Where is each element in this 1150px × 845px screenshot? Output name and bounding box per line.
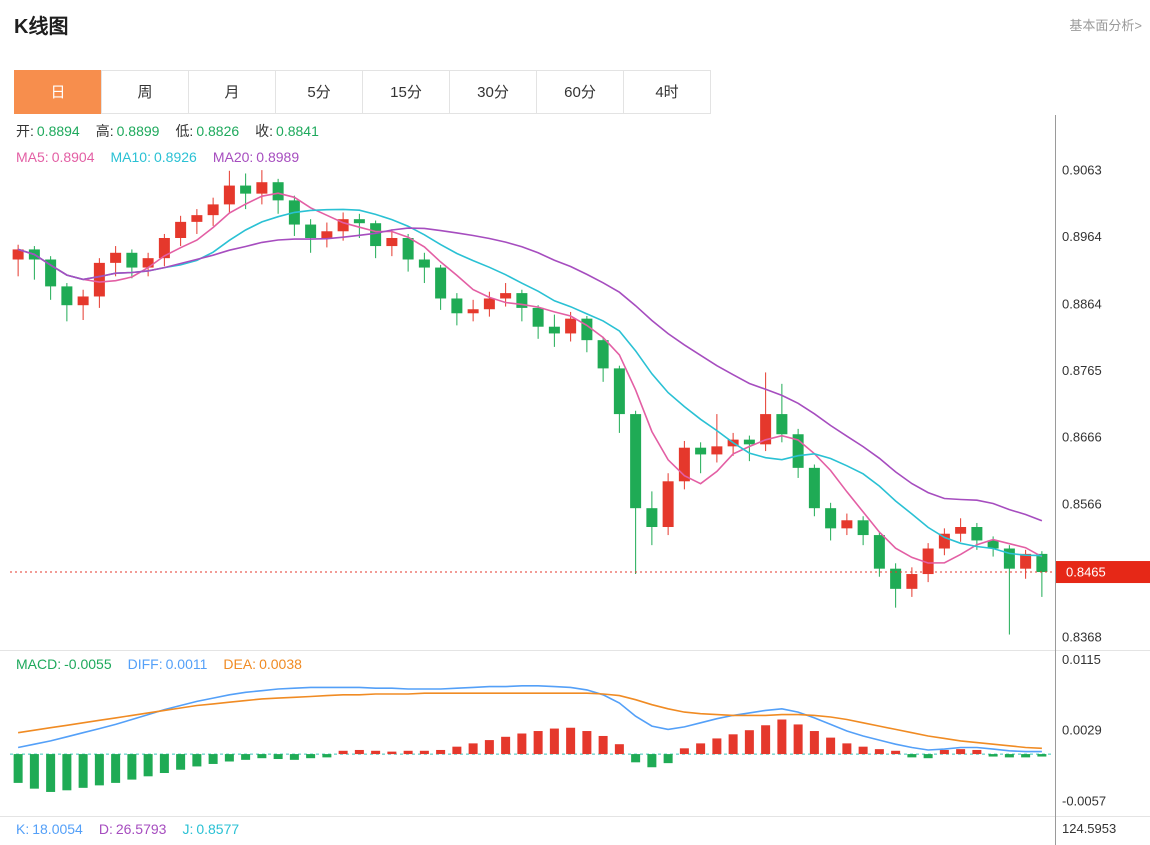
diff-value: DIFF: 0.0011 [127, 656, 208, 672]
ma20-value: MA20: 0.8989 [212, 149, 300, 165]
close-value: 收: 0.8841 [255, 123, 319, 139]
ma20-line [17, 227, 1043, 522]
high-value: 高: 0.8899 [95, 123, 160, 139]
diff-line [17, 684, 1042, 753]
macd-axis-label: 0.0029 [1062, 723, 1102, 738]
price-axis-label: 0.9063 [1062, 163, 1102, 178]
price-axis-label: 0.8666 [1062, 429, 1102, 444]
macd-histogram [13, 719, 1047, 792]
tab-60分[interactable]: 60分 [536, 70, 624, 114]
page-title: K线图 [14, 16, 69, 38]
dea-line [17, 692, 1042, 750]
current-price-badge-label: 0.8465 [1066, 565, 1106, 580]
price-axis-label: 0.8864 [1062, 296, 1102, 311]
macd-axis-label: 0.0115 [1062, 652, 1101, 667]
macd-info: MACD: -0.0055 DIFF: 0.0011 DEA: 0.0038 [16, 656, 302, 672]
ma-info: MA5: 0.8904 MA10: 0.8926 MA20: 0.8989 [16, 149, 299, 165]
kdj-info: K: 18.0054 D: 26.5793 J: 0.8577 [16, 821, 239, 837]
ma10-line [17, 208, 1042, 557]
price-axis-label: 0.8964 [1062, 229, 1102, 244]
j-value: J: 0.8577 [182, 821, 240, 837]
ma5-line [17, 192, 1043, 564]
tab-月[interactable]: 月 [188, 70, 276, 114]
open-value: 开: 0.8894 [16, 123, 80, 139]
timeframe-tabs: 日周月 5分 15分 30分 60分 4时 [14, 70, 711, 114]
tab-日[interactable]: 日 [14, 70, 102, 114]
tab-5分[interactable]: 5分 [275, 70, 363, 114]
fundamental-analysis-link[interactable]: 基本面分析> [1069, 18, 1142, 33]
tab-4时[interactable]: 4时 [623, 70, 711, 114]
kdj-axis-label: 124.5953 [1062, 821, 1116, 836]
tab-15分[interactable]: 15分 [362, 70, 450, 114]
tab-周[interactable]: 周 [101, 70, 189, 114]
price-axis-label: 0.8566 [1062, 497, 1102, 512]
price-axis-label: 0.8765 [1062, 363, 1102, 378]
dea-value: DEA: 0.0038 [223, 656, 302, 672]
ohlc-info: 开: 0.8894 高: 0.8899 低: 0.8826 收: 0.8841 [16, 121, 319, 141]
macd-axis-label: -0.0057 [1062, 794, 1106, 809]
price-axis-label: 0.8368 [1062, 630, 1102, 645]
d-value: D: 26.5793 [98, 821, 167, 837]
tab-30分[interactable]: 30分 [449, 70, 537, 114]
k-value: K: 18.0054 [16, 821, 83, 837]
macd-value: MACD: -0.0055 [16, 656, 112, 672]
current-price-badge [1056, 561, 1150, 584]
low-value: 低: 0.8826 [175, 123, 240, 139]
candlestick-series [12, 170, 1048, 635]
ma10-value: MA10: 0.8926 [110, 149, 197, 165]
ma5-value: MA5: 0.8904 [16, 149, 95, 165]
